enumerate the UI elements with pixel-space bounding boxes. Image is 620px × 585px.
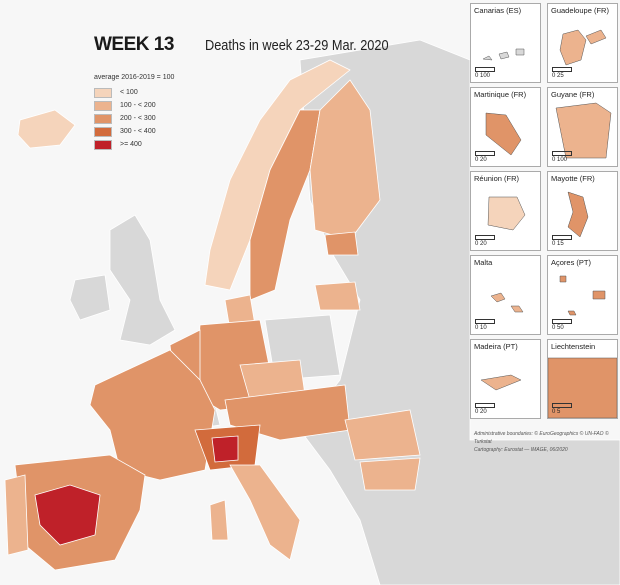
region-sardinia xyxy=(209,499,229,541)
inset-scale-bar: 0 20 xyxy=(475,403,495,415)
legend-item: 200 - < 300 xyxy=(94,112,174,125)
legend-swatch xyxy=(94,100,112,111)
inset-name: Canarias (ES) xyxy=(474,6,522,15)
inset-shape xyxy=(487,196,526,231)
inset-map-mayotte-fr: Mayotte (FR) 0 15 xyxy=(547,171,618,251)
legend-item: >= 400 xyxy=(94,138,174,151)
legend-item: 300 - < 400 xyxy=(94,125,174,138)
region-bulgaria xyxy=(359,457,421,491)
legend-label: >= 400 xyxy=(120,141,142,148)
inset-map-canarias-es: Canarias (ES) 0 100 xyxy=(470,3,541,83)
inset-scale-bar: 0 20 xyxy=(475,151,495,163)
legend: average 2016-2019 = 100 < 100 100 - < 20… xyxy=(94,74,174,151)
region-ireland xyxy=(69,274,111,321)
inset-map-liechtenstein: Liechtenstein 0 5 xyxy=(547,339,618,419)
region-romania xyxy=(344,409,421,461)
inset-shape xyxy=(480,374,522,391)
region-uk xyxy=(109,214,176,346)
legend-swatch xyxy=(94,113,112,124)
inset-shape xyxy=(490,292,524,313)
legend-label: < 100 xyxy=(120,89,138,96)
inset-scale-bar: 0 15 xyxy=(552,235,572,247)
inset-map-martinique-fr: Martinique (FR) 0 20 xyxy=(470,87,541,167)
inset-name: Liechtenstein xyxy=(551,342,596,351)
legend-item: < 100 xyxy=(94,86,174,99)
inset-name: Mayotte (FR) xyxy=(551,174,595,183)
inset-shape xyxy=(567,191,589,238)
inset-scale-bar: 0 50 xyxy=(552,319,572,331)
inset-scale-bar: 0 10 xyxy=(475,319,495,331)
inset-name: Martinique (FR) xyxy=(474,90,527,99)
credits: Administrative boundaries: © EuroGeograp… xyxy=(474,430,614,454)
inset-name: Réunion (FR) xyxy=(474,174,520,183)
credits-boundaries: Administrative boundaries: © EuroGeograp… xyxy=(474,431,609,445)
inset-shape xyxy=(559,29,607,66)
inset-map-r-union-fr: Réunion (FR) 0 20 xyxy=(470,171,541,251)
region-lombardy xyxy=(211,435,239,463)
region-finland xyxy=(309,79,381,241)
legend-label: 300 - < 400 xyxy=(120,128,156,135)
inset-name: Guadeloupe (FR) xyxy=(551,6,609,15)
legend-label: 200 - < 300 xyxy=(120,115,156,122)
inset-scale-bar: 0 25 xyxy=(552,67,572,79)
inset-map-guadeloupe-fr: Guadeloupe (FR) 0 25 xyxy=(547,3,618,83)
legend-item: 100 - < 200 xyxy=(94,99,174,112)
legend-swatch xyxy=(94,139,112,150)
inset-scale-bar: 0 100 xyxy=(552,151,572,163)
map-subtitle: Deaths in week 23-29 Mar. 2020 xyxy=(205,37,389,54)
inset-shape xyxy=(482,48,525,61)
inset-shape xyxy=(559,275,606,316)
region-italy-south xyxy=(229,464,301,561)
credits-cartography: Cartography: Eurostat — IMAGE, 06/2020 xyxy=(474,447,568,453)
region-madrid-castilla xyxy=(34,484,101,546)
region-estonia xyxy=(324,231,359,256)
inset-scale-bar: 0 5 xyxy=(552,403,572,415)
inset-map-a-ores-pt: Açores (PT) 0 50 xyxy=(547,255,618,335)
inset-scale-bar: 0 100 xyxy=(475,67,495,79)
inset-name: Açores (PT) xyxy=(551,258,592,267)
inset-name: Madeira (PT) xyxy=(474,342,518,351)
inset-map-malta: Malta 0 10 xyxy=(470,255,541,335)
inset-shape xyxy=(485,112,522,156)
region-norway xyxy=(204,59,351,291)
inset-scale-bar: 0 20 xyxy=(475,235,495,247)
legend-title: average 2016-2019 = 100 xyxy=(94,74,175,81)
region-iceland xyxy=(17,109,76,149)
inset-name: Malta xyxy=(474,258,493,267)
legend-swatch xyxy=(94,126,112,137)
inset-name: Guyane (FR) xyxy=(551,90,595,99)
region-france xyxy=(89,349,216,481)
region-portugal xyxy=(4,474,29,556)
legend-swatch xyxy=(94,87,112,98)
map-title: WEEK 13 xyxy=(94,34,174,55)
inset-map-madeira-pt: Madeira (PT) 0 20 xyxy=(470,339,541,419)
inset-map-guyane-fr: Guyane (FR) 0 100 xyxy=(547,87,618,167)
region-lithuania xyxy=(314,281,361,311)
legend-label: 100 - < 200 xyxy=(120,102,156,109)
inset-shape xyxy=(555,102,612,159)
